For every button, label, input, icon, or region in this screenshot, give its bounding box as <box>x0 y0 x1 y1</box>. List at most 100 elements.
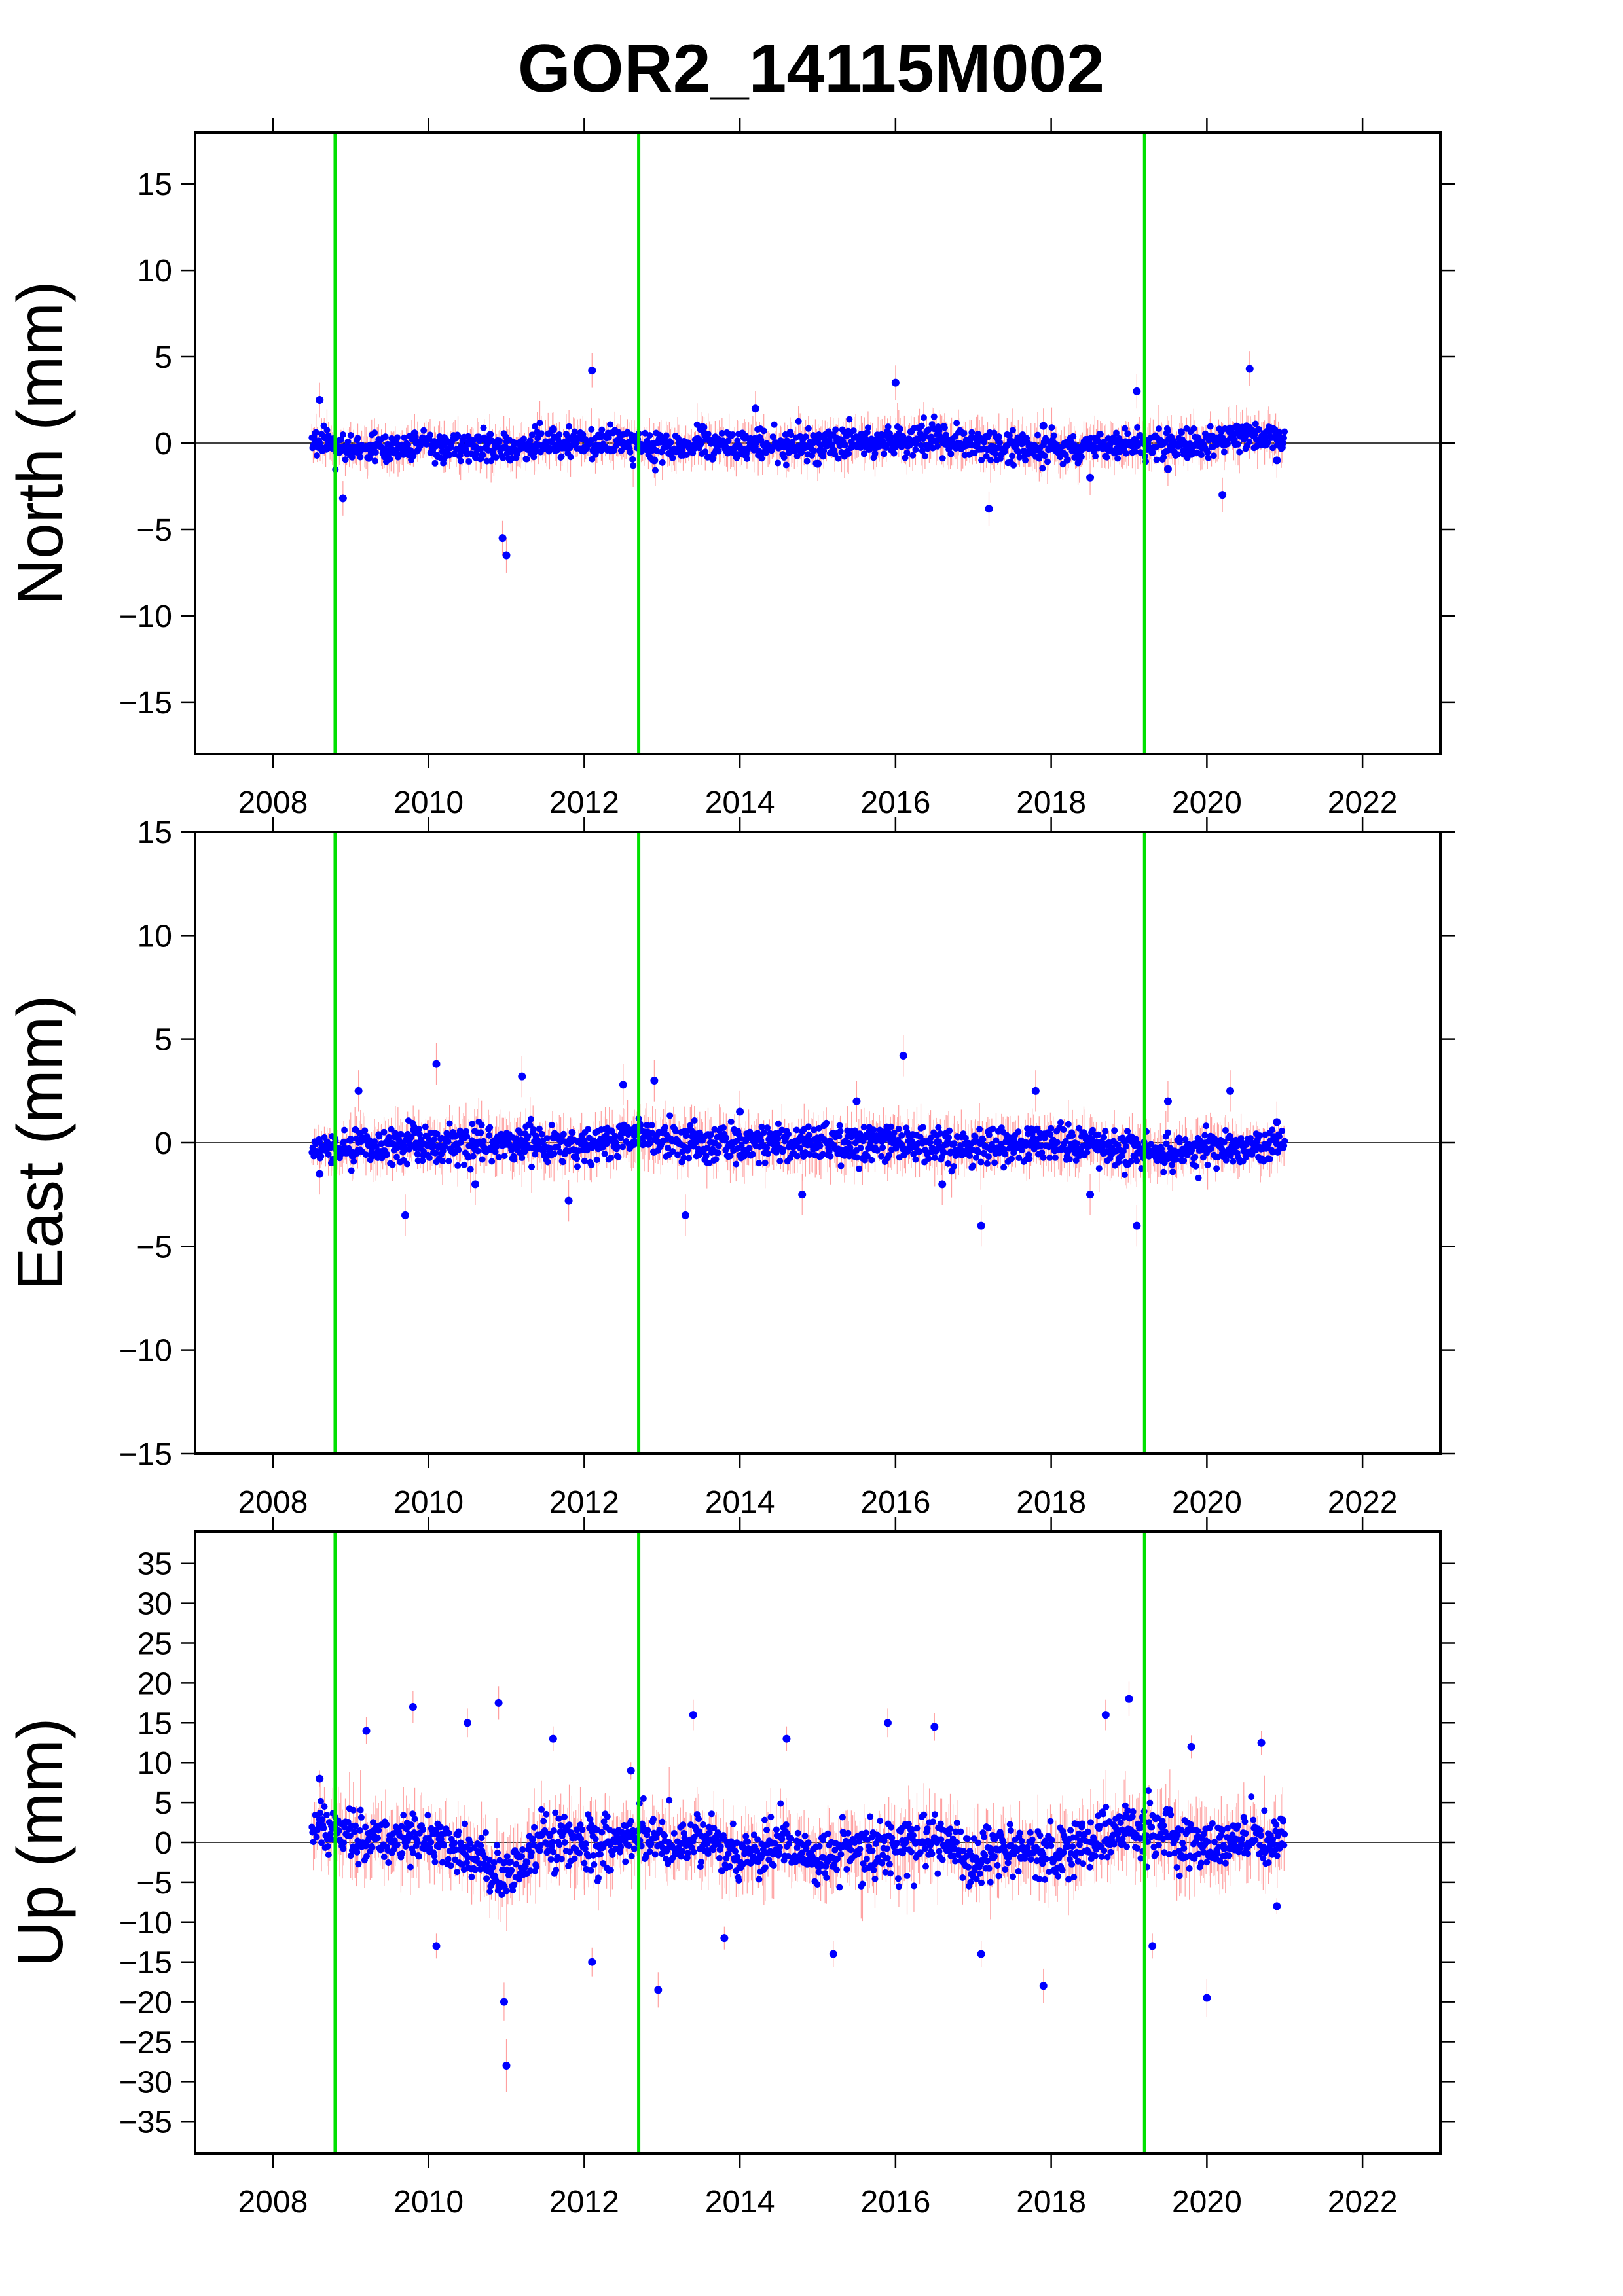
data-point <box>761 1159 769 1166</box>
data-point <box>581 1157 588 1164</box>
y-axis-label: East (mm) <box>4 995 76 1291</box>
data-point <box>902 454 909 461</box>
x-tick-label: 2020 <box>1172 1485 1242 1520</box>
data-point <box>479 1156 486 1163</box>
data-point <box>899 1052 907 1060</box>
y-tick-label: 10 <box>137 254 172 289</box>
data-point <box>1122 450 1129 457</box>
x-tick-label: 2020 <box>1172 785 1242 820</box>
data-point <box>764 1124 771 1132</box>
x-tick-label: 2016 <box>860 785 930 820</box>
data-point <box>1222 1127 1229 1134</box>
data-point <box>981 439 988 446</box>
data-point <box>316 396 324 404</box>
data-point <box>816 1142 824 1149</box>
data-point <box>511 1156 518 1163</box>
y-tick-label: 10 <box>137 919 172 954</box>
y-tick-label: 30 <box>137 1587 172 1622</box>
data-point <box>1178 429 1185 437</box>
data-point <box>692 1139 699 1146</box>
data-point <box>605 434 612 441</box>
data-point <box>1065 1148 1072 1155</box>
data-point <box>1046 1154 1053 1161</box>
data-point <box>1069 1132 1076 1139</box>
data-point <box>1192 1153 1199 1160</box>
data-point <box>548 439 555 446</box>
data-point <box>475 1147 482 1155</box>
data-point <box>966 1153 974 1160</box>
data-point <box>1041 1134 1048 1141</box>
data-point <box>909 452 917 459</box>
y-tick-label: −10 <box>119 600 172 634</box>
data-point <box>1072 1157 1080 1164</box>
data-point <box>496 437 503 444</box>
data-point <box>316 1138 323 1145</box>
data-point <box>1214 1153 1222 1160</box>
data-point <box>1051 1154 1059 1161</box>
data-point <box>1031 1086 1040 1095</box>
data-point <box>793 452 801 459</box>
error-bars <box>311 1681 1285 2092</box>
data-point <box>445 1138 452 1145</box>
data-point <box>1242 1154 1249 1161</box>
data-point <box>361 1127 369 1134</box>
data-point <box>939 455 946 462</box>
data-point <box>340 1138 348 1145</box>
data-point <box>679 447 686 454</box>
data-point <box>373 1143 380 1150</box>
data-point <box>426 1154 433 1161</box>
data-point <box>782 461 790 469</box>
data-point <box>927 1134 934 1141</box>
data-point <box>715 448 722 455</box>
data-point <box>371 1138 378 1145</box>
data-point <box>977 1221 985 1230</box>
data-point <box>920 414 927 422</box>
data-point <box>884 423 892 430</box>
data-point <box>960 429 968 437</box>
data-point <box>393 434 401 441</box>
data-point <box>995 433 1002 440</box>
data-point <box>1064 456 1071 463</box>
data-point <box>416 1131 424 1138</box>
data-point <box>454 432 462 439</box>
data-point <box>488 1158 496 1165</box>
data-point <box>953 420 960 427</box>
data-point <box>788 431 795 439</box>
data-point <box>1039 465 1046 472</box>
data-point <box>1075 1124 1082 1132</box>
data-point <box>1210 452 1217 459</box>
data-point <box>962 1134 969 1141</box>
data-point <box>873 1147 881 1154</box>
data-point <box>457 457 464 465</box>
data-point <box>1204 1161 1211 1168</box>
data-point <box>1228 425 1235 432</box>
data-point <box>560 1130 567 1138</box>
data-point <box>733 1160 740 1168</box>
data-point <box>996 439 1003 446</box>
data-point <box>1239 427 1247 434</box>
data-point <box>1152 444 1159 451</box>
data-point <box>1153 456 1160 463</box>
data-point <box>835 1133 843 1140</box>
data-point <box>870 1126 877 1134</box>
data-point <box>989 1125 996 1132</box>
data-point <box>528 1163 536 1170</box>
data-point <box>970 1162 977 1170</box>
data-point <box>1015 1128 1022 1136</box>
x-tick-label: 2018 <box>1016 2185 1086 2219</box>
data-point <box>1178 1151 1185 1158</box>
data-point <box>1280 440 1287 447</box>
data-point <box>987 457 994 464</box>
data-point <box>1053 1139 1061 1146</box>
data-point <box>1086 1191 1095 1199</box>
data-point <box>536 1125 543 1132</box>
data-point <box>702 1152 710 1159</box>
data-point <box>1192 1162 1199 1170</box>
data-point <box>571 428 578 435</box>
data-point <box>422 1123 429 1130</box>
data-point <box>1203 1122 1210 1130</box>
x-tick-label: 2008 <box>238 2185 308 2219</box>
data-point <box>935 1124 942 1131</box>
data-point <box>1065 1121 1072 1128</box>
data-point <box>342 456 349 463</box>
